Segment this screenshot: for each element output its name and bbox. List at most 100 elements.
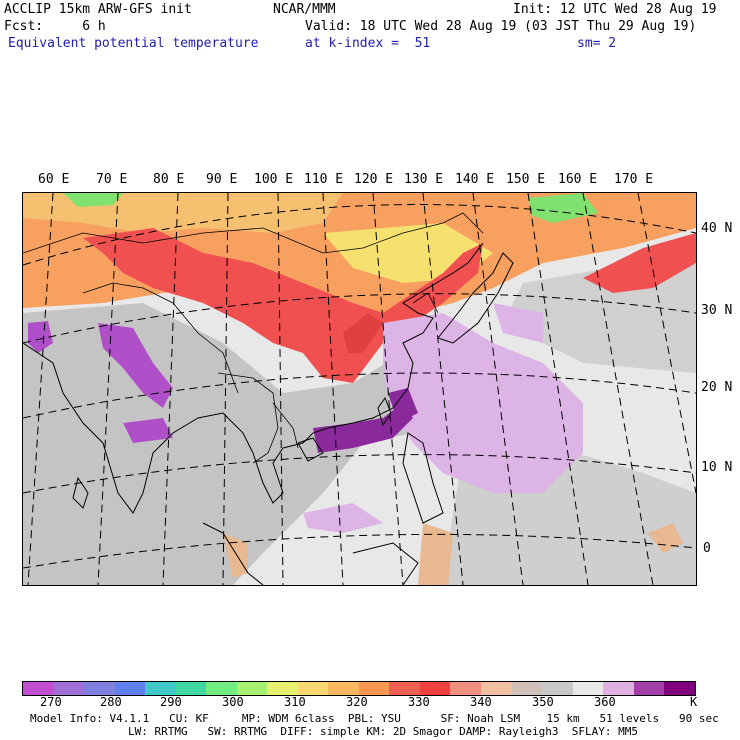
map-panel bbox=[22, 192, 697, 586]
borneo-coast bbox=[352, 542, 419, 585]
colorbar-segment bbox=[267, 682, 298, 695]
field-name: Equivalent potential temperature bbox=[8, 36, 259, 51]
border-line bbox=[412, 292, 439, 314]
meridian bbox=[97, 193, 119, 585]
parallel-20n bbox=[23, 372, 696, 419]
smoothing-label: sm= 2 bbox=[577, 36, 617, 51]
lon-label: 90 E bbox=[206, 172, 238, 187]
green-patch-east bbox=[528, 193, 598, 223]
border-line bbox=[272, 402, 299, 449]
meridian bbox=[322, 193, 344, 585]
colorbar-segment bbox=[53, 682, 85, 695]
tan-patch bbox=[223, 533, 248, 578]
red-band bbox=[83, 228, 483, 383]
purple-patch bbox=[123, 418, 173, 443]
colorbar-segment bbox=[511, 682, 543, 695]
meridian bbox=[162, 193, 179, 585]
colorbar-tick: 350 bbox=[532, 695, 554, 709]
meridian bbox=[472, 193, 524, 585]
lat-label: 30 N bbox=[701, 303, 733, 318]
red-core bbox=[343, 313, 383, 353]
lat-label: 40 N bbox=[701, 221, 733, 236]
lon-label: 120 E bbox=[354, 172, 394, 187]
purple-patch bbox=[28, 321, 53, 353]
colorbar-segment bbox=[206, 682, 237, 695]
meridian bbox=[372, 193, 404, 585]
sumatra-coast bbox=[202, 522, 264, 585]
japan-coast bbox=[437, 252, 514, 344]
colorbar-segment bbox=[297, 682, 329, 695]
colorbar-segment bbox=[450, 682, 481, 695]
lon-label: 60 E bbox=[38, 172, 70, 187]
k-index-label: at k-index = 51 bbox=[305, 36, 431, 51]
colorbar-tick: 360 bbox=[594, 695, 616, 709]
colorbar-segment bbox=[419, 682, 451, 695]
meridian bbox=[277, 193, 284, 585]
colorbar-segment bbox=[328, 682, 359, 695]
purple-dark-patch bbox=[388, 388, 418, 423]
asia-coastline bbox=[23, 242, 484, 514]
lon-label: 150 E bbox=[506, 172, 546, 187]
colorbar-tick: 340 bbox=[470, 695, 492, 709]
parallel-40n bbox=[23, 204, 696, 266]
theta-e-field bbox=[23, 193, 696, 585]
lon-label: 110 E bbox=[304, 172, 344, 187]
model-info-line2: LW: RRTMG SW: RRTMG DIFF: simple KM: 2D … bbox=[128, 725, 638, 738]
valid-time: Valid: 18 UTC Wed 28 Aug 19 (03 JST Thu … bbox=[305, 19, 697, 34]
purple-light-region bbox=[383, 313, 583, 493]
colorbar bbox=[22, 681, 696, 696]
lon-label: 80 E bbox=[153, 172, 185, 187]
colorbar-segment bbox=[633, 682, 665, 695]
border-line bbox=[82, 282, 239, 394]
lon-label: 130 E bbox=[404, 172, 444, 187]
lon-label: 100 E bbox=[254, 172, 294, 187]
colorbar-segment bbox=[236, 682, 268, 695]
meridian bbox=[582, 193, 654, 585]
philippines-coast bbox=[402, 432, 444, 524]
lat-label: 10 N bbox=[701, 460, 733, 475]
sri-lanka-coast bbox=[72, 476, 89, 509]
model-title: ACCLIP 15km ARW-GFS init bbox=[4, 2, 192, 17]
institution-label: NCAR/MMM bbox=[273, 2, 336, 17]
meridian bbox=[422, 193, 464, 585]
colorbar-tick: 290 bbox=[160, 695, 182, 709]
borders bbox=[23, 212, 484, 464]
lon-label: 170 E bbox=[614, 172, 654, 187]
meridian bbox=[222, 193, 229, 585]
lat-label: 0 bbox=[703, 541, 711, 556]
colorbar-segment bbox=[145, 682, 176, 695]
colorbar-segment bbox=[358, 682, 390, 695]
colorbar-tick: 270 bbox=[40, 695, 62, 709]
taiwan-coast bbox=[377, 396, 392, 427]
colorbar-segment bbox=[114, 682, 146, 695]
forecast-hour: Fcst: 6 h bbox=[4, 19, 106, 34]
tan-patch bbox=[418, 523, 453, 585]
colorbar-segment bbox=[603, 682, 634, 695]
purple-light-patch bbox=[493, 303, 543, 343]
colorbar-segment bbox=[542, 682, 573, 695]
purple-dark-band bbox=[313, 403, 413, 453]
border-line bbox=[217, 372, 279, 464]
graticule bbox=[23, 193, 696, 585]
colorbar-tick: 280 bbox=[100, 695, 122, 709]
model-info-line1: Model Info: V4.1.1 CU: KF MP: WDM 6class… bbox=[30, 712, 719, 725]
parallel-0 bbox=[23, 533, 696, 569]
colorbar-segment bbox=[572, 682, 604, 695]
meridian bbox=[27, 193, 54, 585]
colorbar-tick: 300 bbox=[222, 695, 244, 709]
hainan-coast bbox=[297, 437, 324, 462]
colorbar-segment bbox=[389, 682, 420, 695]
lat-label: 20 N bbox=[701, 380, 733, 395]
meridian bbox=[527, 193, 589, 585]
purple-light-patch bbox=[303, 503, 383, 533]
colorbar-segment bbox=[664, 682, 695, 695]
colorbar-segment bbox=[480, 682, 512, 695]
init-time: Init: 12 UTC Wed 28 Aug 19 bbox=[513, 2, 717, 17]
green-patch-west bbox=[63, 193, 123, 207]
colorbar-segment bbox=[84, 682, 115, 695]
lon-label: 160 E bbox=[558, 172, 598, 187]
purple-patch bbox=[98, 323, 173, 408]
coastlines bbox=[23, 242, 514, 585]
colorbar-tick: 330 bbox=[408, 695, 430, 709]
colorbar-segment bbox=[23, 682, 54, 695]
